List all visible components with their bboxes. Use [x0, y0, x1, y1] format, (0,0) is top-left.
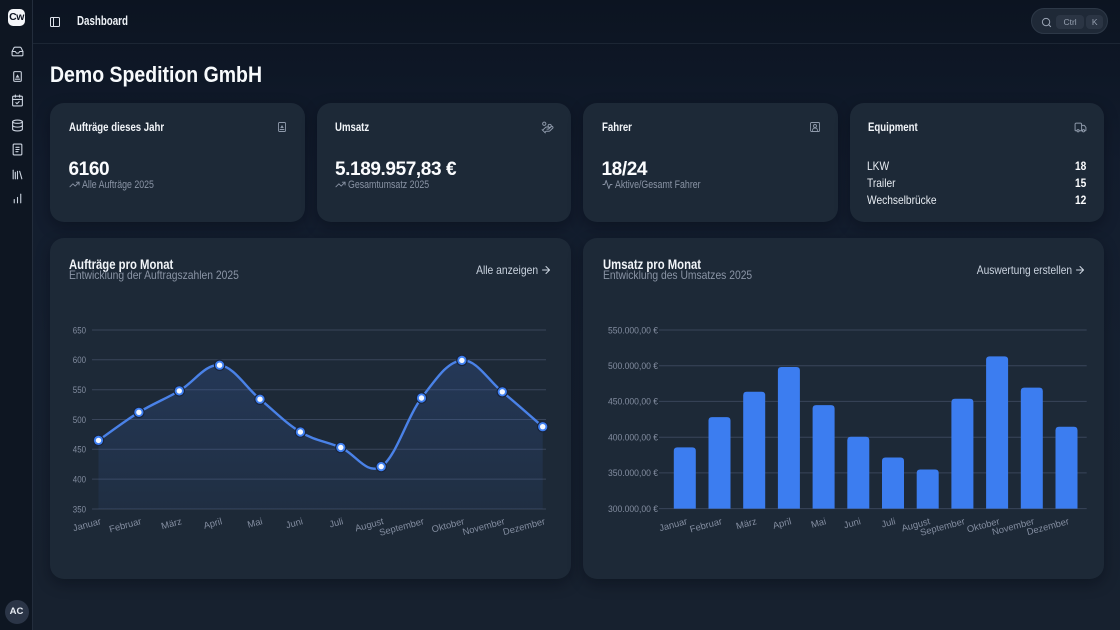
svg-text:600: 600 — [73, 354, 86, 365]
svg-text:550.000,00 €: 550.000,00 € — [608, 324, 659, 335]
svg-text:350.000,00 €: 350.000,00 € — [608, 467, 659, 478]
svg-text:400: 400 — [73, 473, 86, 484]
svg-text:500: 500 — [73, 414, 86, 425]
svg-text:550: 550 — [73, 384, 86, 395]
svg-text:März: März — [735, 515, 758, 531]
svg-text:April: April — [202, 515, 223, 530]
svg-text:Januar: Januar — [71, 515, 102, 533]
svg-text:Oktober: Oktober — [430, 515, 465, 534]
svg-text:Dezember: Dezember — [502, 515, 547, 537]
svg-text:Juli: Juli — [880, 515, 896, 529]
svg-text:Januar: Januar — [658, 515, 689, 533]
svg-text:Februar: Februar — [108, 515, 143, 534]
svg-text:300.000,00 €: 300.000,00 € — [608, 503, 659, 514]
svg-text:Juli: Juli — [328, 515, 344, 529]
svg-text:650: 650 — [73, 324, 86, 335]
svg-text:Juni: Juni — [284, 515, 303, 530]
svg-text:450.000,00 €: 450.000,00 € — [608, 396, 659, 407]
svg-text:450: 450 — [73, 444, 86, 455]
svg-text:400.000,00 €: 400.000,00 € — [608, 432, 659, 443]
svg-text:Mai: Mai — [810, 515, 827, 530]
svg-text:Mai: Mai — [246, 515, 263, 530]
svg-text:Februar: Februar — [688, 515, 723, 534]
svg-text:November: November — [461, 515, 506, 537]
svg-text:September: September — [378, 515, 425, 537]
svg-text:April: April — [771, 515, 792, 530]
svg-text:März: März — [160, 515, 183, 531]
svg-text:350: 350 — [73, 503, 86, 514]
svg-text:Juni: Juni — [842, 515, 861, 530]
svg-text:500.000,00 €: 500.000,00 € — [608, 360, 659, 371]
